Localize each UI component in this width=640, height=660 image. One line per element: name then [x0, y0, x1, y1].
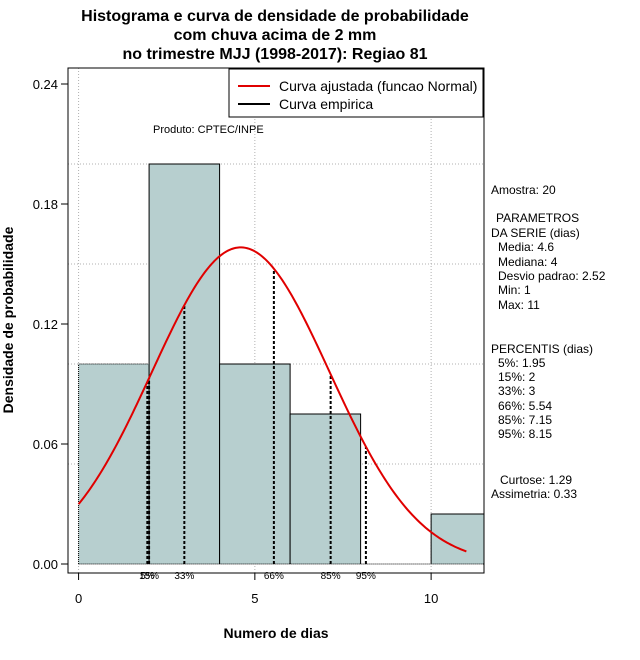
histogram-bar-0	[78, 364, 150, 564]
normal-curve-layer	[77, 246, 467, 553]
stats-percentile-95: 95%: 8.15	[498, 427, 552, 441]
percentile-label-85: 85%	[321, 571, 341, 582]
y-tick-label-3: 0.18	[33, 197, 58, 212]
product-annotation: Produto: CPTEC/INPE	[153, 124, 264, 136]
stats-percentile-15: 15%: 2	[498, 370, 536, 384]
x-axis: 0 5 10	[75, 572, 438, 606]
percentile-label-95: 95%	[356, 571, 376, 582]
stats-params-title-2: DA SERIE (dias)	[491, 226, 580, 240]
stats-param-median: Mediana: 4	[498, 255, 558, 269]
chart-title-line-3: no trimestre MJJ (1998-2017): Regiao 81	[122, 46, 427, 63]
histogram-bar-5	[431, 514, 484, 564]
normal-curve	[77, 246, 467, 553]
y-tick-label-2: 0.12	[33, 317, 58, 332]
stats-param-max: Max: 11	[498, 298, 540, 312]
x-axis-title: Numero de dias	[223, 625, 328, 641]
y-tick-label-4: 0.24	[33, 77, 58, 92]
histogram-bar-2	[219, 364, 291, 564]
x-tick-label-5: 5	[251, 591, 258, 606]
stats-kurtosis: Curtose: 1.29	[500, 473, 572, 487]
legend-label-empirical: Curva empirica	[279, 96, 373, 112]
stats-percentile-66: 66%: 5.54	[498, 399, 552, 413]
y-tick-label-1: 0.06	[33, 437, 58, 452]
percentile-label-33: 33%	[174, 571, 194, 582]
percentile-label-5: 5%	[140, 571, 155, 582]
stats-param-mean: Media: 4.6	[498, 240, 554, 254]
legend-label-normal: Curva ajustada (funcao Normal)	[279, 78, 477, 94]
x-tick-label-0: 0	[75, 591, 82, 606]
legend-box	[228, 68, 484, 118]
chart-title-line-2: com chuva acima de 2 mm	[174, 27, 377, 44]
stats-param-min: Min: 1	[498, 283, 531, 297]
stats-percentile-5: 5%: 1.95	[498, 356, 546, 370]
histogram-bars	[78, 163, 485, 565]
stats-percentile-85: 85%: 7.15	[498, 413, 552, 427]
y-axis: 0.00 0.06 0.12 0.18 0.24	[33, 77, 69, 572]
y-tick-label-0: 0.00	[33, 557, 58, 572]
stats-param-sd: Desvio padrao: 2.52	[498, 269, 606, 283]
stats-percentiles-title: PERCENTIS (dias)	[491, 342, 593, 356]
legend: Curva ajustada (funcao Normal) Curva emp…	[228, 68, 484, 118]
x-tick-label-10: 10	[424, 591, 438, 606]
stats-percentile-33: 33%: 3	[498, 384, 536, 398]
y-axis-title: Densidade de probabilidade	[0, 226, 16, 413]
stats-sample: Amostra: 20	[491, 183, 556, 197]
histogram-bar-3	[290, 414, 361, 564]
percentile-lines: 5%15% 33% 66% 85% 95%	[139, 268, 376, 582]
stats-skewness: Assimetria: 0.33	[491, 487, 577, 501]
histogram-bar-outline-3	[289, 413, 362, 564]
chart-title-line-1: Histograma e curva de densidade de proba…	[81, 8, 469, 25]
stats-params-title-1: PARAMETROS	[496, 211, 579, 225]
stats-panel: Amostra: 20 PARAMETROS DA SERIE (dias) M…	[491, 183, 606, 501]
percentile-label-66: 66%	[264, 571, 284, 582]
percentile-label-15: 15%	[139, 571, 159, 582]
